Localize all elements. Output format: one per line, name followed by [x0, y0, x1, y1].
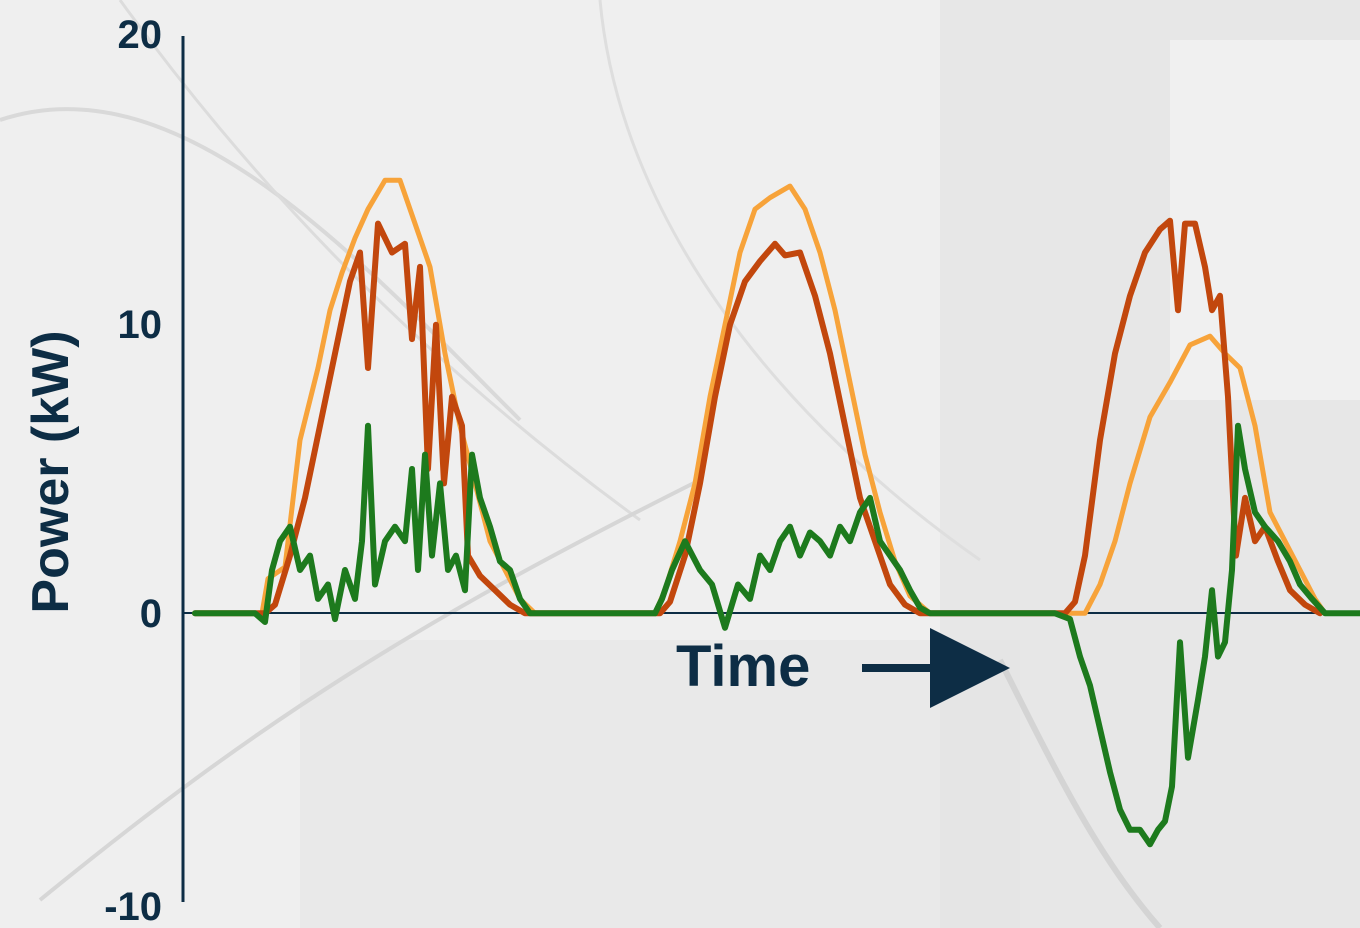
x-axis-title: Time [676, 634, 810, 699]
y-tick-10: 10 [118, 303, 163, 347]
y-tick-0: 0 [140, 592, 162, 636]
y-tick-20: 20 [118, 13, 163, 57]
red-power-line [192, 217, 1323, 617]
y-axis-title: Power (kW) [22, 330, 80, 613]
y-tick-minus-10: -10 [104, 885, 162, 928]
green-power-line [192, 422, 1360, 848]
orange-power-line [192, 177, 1328, 616]
series-layer [192, 177, 1360, 848]
